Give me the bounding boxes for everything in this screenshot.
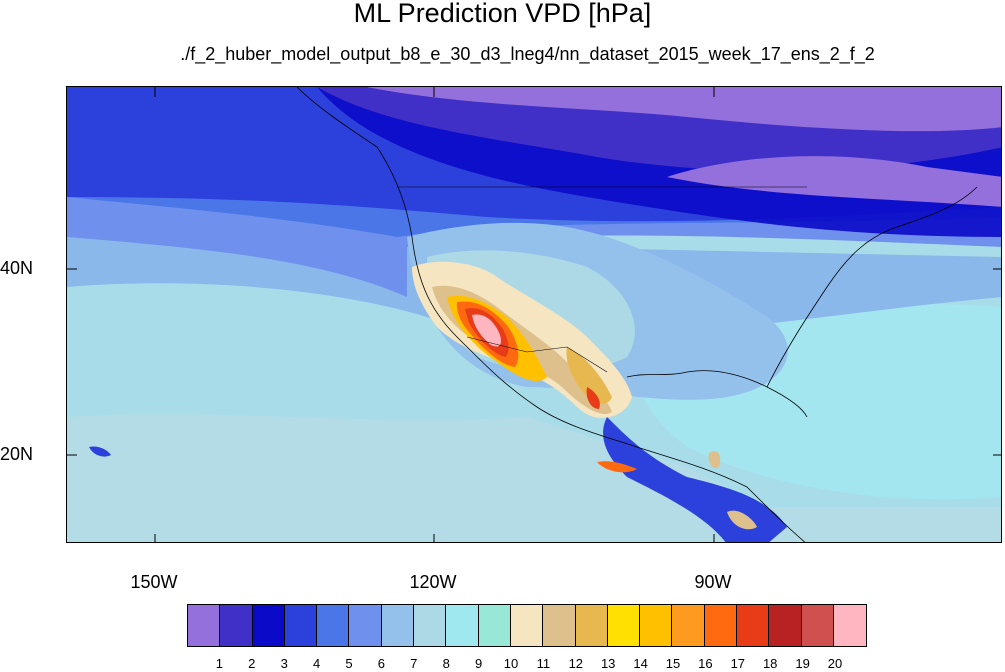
field-mexico-13: [566, 347, 612, 404]
colorbar-box: [478, 605, 511, 646]
field-hawaii: [89, 446, 111, 457]
colorbar-label: 3: [280, 656, 288, 671]
map-title: ML Prediction VPD [hPa]: [353, 0, 652, 28]
colorbar-label: 14: [633, 656, 648, 671]
field-central-america: [603, 417, 787, 542]
field-mexico-18: [586, 387, 600, 409]
lon-label-90w: 90W: [694, 572, 732, 592]
colorbar-label: 1: [215, 656, 223, 671]
colorbar-box: [607, 605, 641, 646]
map-subtitle: ./f_2_huber_model_output_b8_e_30_d3_lneg…: [180, 44, 875, 64]
colorbar-label: 8: [442, 656, 450, 671]
colorbar-label: 19: [795, 656, 810, 671]
map-ticks: [67, 87, 1001, 542]
colorbar-box: [672, 605, 705, 646]
colorbar-label: 5: [345, 656, 353, 671]
lat-label-20n: 20N: [0, 444, 34, 464]
field-mexico-hot-spot: [597, 461, 637, 473]
colorbar-box: [317, 605, 350, 646]
colorbar-box: [510, 605, 544, 646]
colorbar-label: 7: [410, 656, 418, 671]
colorbar-label: 20: [827, 656, 843, 671]
pacific-coastline: [296, 87, 806, 542]
colorbar-box: [769, 605, 802, 646]
field-yucatan-spot: [708, 450, 721, 469]
colorbar-box: [543, 605, 576, 646]
colorbar-label: 10: [503, 656, 519, 671]
colorbar-label: 4: [312, 656, 321, 671]
us-mexico-border: [466, 336, 608, 373]
colorbar-label: 9: [474, 656, 483, 671]
field-carib-spot: [727, 510, 757, 530]
colorbar-box: [220, 605, 253, 646]
colorbar-label: 2: [248, 656, 256, 671]
gulf-coastline: [626, 370, 808, 418]
vpd-field-map: [67, 87, 1001, 542]
atlantic-coastline: [766, 186, 978, 388]
colorbar-box: [704, 605, 738, 646]
colorbar-label: 13: [600, 656, 616, 671]
colorbar-box: [188, 605, 221, 646]
colorbar-box: [446, 605, 479, 646]
colorbar-box: [801, 605, 834, 646]
colorbar-box: [640, 605, 673, 646]
colorbar-box: [252, 605, 285, 646]
colorbar-box: [737, 605, 770, 646]
field-band-1: [367, 87, 1001, 132]
field-desert-20: [472, 314, 501, 347]
field-band-1-east: [667, 156, 1001, 207]
colorbar-label: 12: [568, 656, 584, 671]
colorbar-box: [414, 605, 447, 646]
colorbar-label: 11: [536, 656, 551, 671]
map-panel: [66, 86, 1002, 543]
colorbar-box: [833, 605, 867, 646]
colorbar-box: [381, 605, 415, 646]
colorbar-box: [575, 605, 608, 646]
colorbar-label: 6: [377, 656, 385, 671]
colorbar-box: [284, 605, 318, 646]
lat-label-40n: 40N: [0, 258, 34, 278]
lon-label-120w: 120W: [409, 572, 457, 592]
colorbar-label: 17: [730, 656, 746, 671]
colorbar-label: 15: [665, 656, 681, 671]
colorbar-label: 18: [762, 656, 778, 671]
colorbar: [187, 604, 868, 647]
colorbar-label: 16: [698, 656, 713, 671]
lon-label-150w: 150W: [130, 572, 178, 592]
colorbar-box: [349, 605, 382, 646]
